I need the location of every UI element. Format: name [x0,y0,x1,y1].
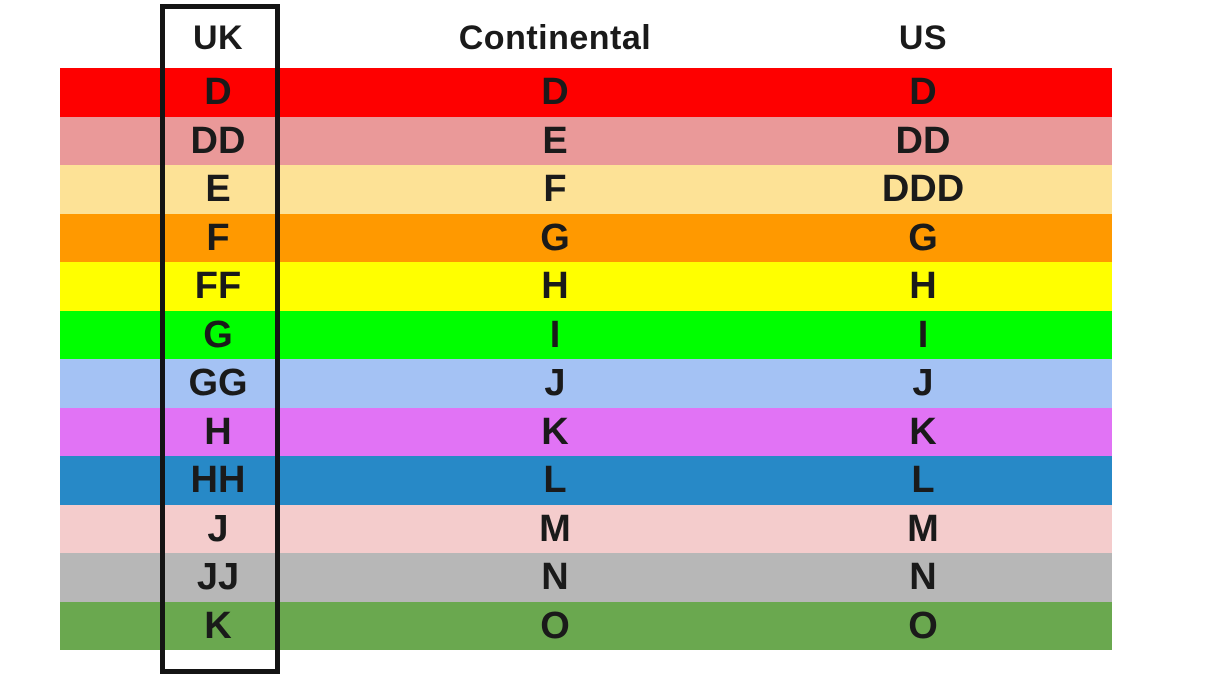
table-row: E F DDD [60,165,1112,214]
table-row: H K K [60,407,1112,456]
table-row: GG J J [60,359,1112,408]
cell-uk: DD [190,119,246,162]
cup-size-conversion-table: UK Continental US D D D DD E DD E F DDD … [60,0,1112,650]
column-header-uk: UK [192,19,244,57]
cell-us: K [909,410,937,453]
cell-uk: E [205,168,231,211]
cell-uk: K [204,604,232,647]
cell-us: DDD [881,168,965,211]
cell-us: G [908,216,938,259]
cell-uk: FF [194,265,242,308]
cell-continental: O [540,604,570,647]
cell-uk: GG [188,362,248,405]
table-row: G I I [60,310,1112,359]
column-header-continental: Continental [458,19,652,57]
cell-us: DD [895,119,951,162]
cell-us: M [907,507,939,550]
cell-continental: G [540,216,570,259]
table-row: J M M [60,504,1112,553]
cell-continental: E [542,119,568,162]
cell-uk: G [203,313,233,356]
cell-continental: K [541,410,569,453]
cell-continental: J [544,362,566,405]
cell-continental: L [543,459,567,502]
table-row: FF H H [60,262,1112,311]
cell-continental: H [541,265,569,308]
cell-us: I [917,313,929,356]
cell-us: J [912,362,934,405]
cell-continental: D [541,71,569,114]
cell-uk: F [206,216,230,259]
column-header-us: US [898,19,948,57]
cell-us: N [909,556,937,599]
cell-us: L [911,459,935,502]
cell-continental: M [539,507,571,550]
cell-continental: N [541,556,569,599]
table-row: D D D [60,68,1112,117]
table-row: F G G [60,213,1112,262]
cell-us: O [908,604,938,647]
cell-uk: J [207,507,229,550]
table-header-row: UK Continental US [60,0,1112,68]
cell-uk: JJ [196,556,240,599]
cell-uk: H [204,410,232,453]
cell-us: D [909,71,937,114]
table-row: K O O [60,601,1112,650]
cell-us: H [909,265,937,308]
cell-continental: F [543,168,567,211]
cell-uk: D [204,71,232,114]
cell-continental: I [549,313,561,356]
table-row: JJ N N [60,553,1112,602]
cell-uk: HH [190,459,246,502]
table-row: HH L L [60,456,1112,505]
table-row: DD E DD [60,116,1112,165]
